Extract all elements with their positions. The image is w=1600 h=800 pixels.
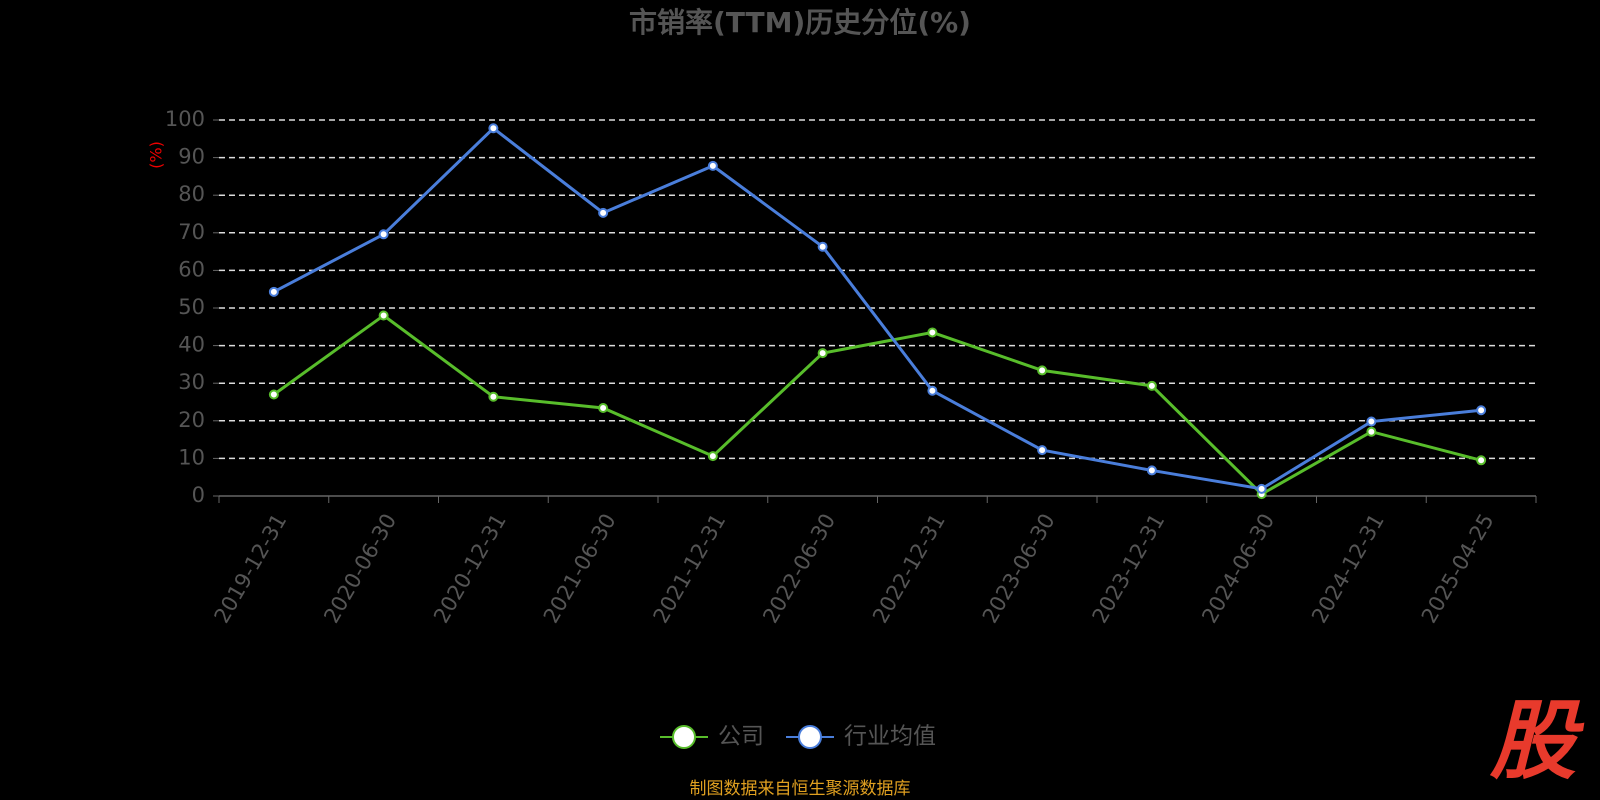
chart-title: 市销率(TTM)历史分位(%) (629, 6, 971, 39)
data-point (488, 391, 499, 402)
data-point (1476, 455, 1487, 466)
data-point (268, 286, 279, 297)
y-tick-label: 20 (178, 408, 205, 432)
data-point (707, 451, 718, 462)
legend-label: 公司 (718, 724, 764, 750)
data-point (817, 241, 828, 252)
y-tick-label: 0 (192, 483, 205, 507)
y-tick-label: 90 (178, 145, 205, 169)
data-point (1037, 445, 1048, 456)
y-tick-label: 100 (165, 107, 205, 131)
data-point (707, 160, 718, 171)
data-point (378, 229, 389, 240)
legend-marker (672, 725, 696, 749)
legend-label: 行业均值 (844, 724, 936, 750)
watermark-logo: 股 (1489, 691, 1585, 791)
data-point (1366, 416, 1377, 427)
data-point (927, 327, 938, 338)
data-point (1146, 465, 1157, 476)
data-point (927, 385, 938, 396)
y-tick-label: 80 (178, 182, 205, 206)
data-point (598, 207, 609, 218)
y-tick-label: 30 (178, 370, 205, 394)
data-point (598, 403, 609, 414)
data-point (1366, 426, 1377, 437)
source-note: 制图数据来自恒生聚源数据库 (690, 779, 911, 799)
data-point (488, 123, 499, 134)
series-line (273, 126, 1482, 491)
data-point (1146, 380, 1157, 391)
y-tick-label: 40 (178, 333, 205, 357)
y-tick-label: 70 (178, 220, 205, 244)
y-tick-label: 10 (178, 445, 205, 469)
legend-marker (798, 725, 822, 749)
y-tick-label: 50 (178, 295, 205, 319)
y-tick-label: 60 (178, 257, 205, 281)
data-point (1037, 365, 1048, 376)
data-point (817, 348, 828, 359)
y-axis-label: (%) (147, 141, 166, 169)
data-point (268, 389, 279, 400)
data-point (1476, 405, 1487, 416)
series-line (272, 313, 1482, 496)
data-point (378, 310, 389, 321)
data-point (1256, 483, 1267, 494)
